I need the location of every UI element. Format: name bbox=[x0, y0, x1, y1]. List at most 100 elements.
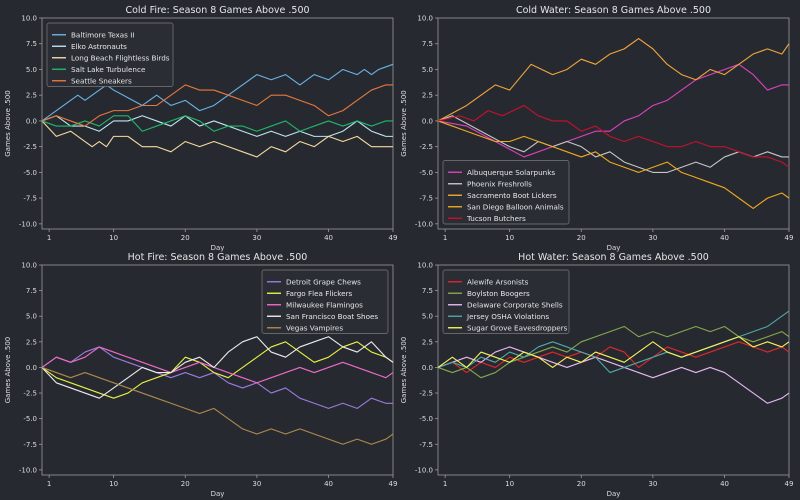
series-line-2 bbox=[41, 115, 393, 137]
legend-label-4: Jersey OSHA Violations bbox=[466, 312, 549, 321]
y-tick-label: 10.0 bbox=[417, 262, 433, 270]
y-tick-label: -7.5 bbox=[419, 195, 433, 203]
chart-panel-4: Hot Water: Season 8 Games Above .500 -10.… bbox=[400, 252, 793, 498]
y-tick-label: -5.0 bbox=[419, 415, 433, 423]
y-tick-label: 2.5 bbox=[422, 92, 433, 100]
chart-title: Cold Fire: Season 8 Games Above .500 bbox=[125, 5, 309, 16]
legend-label-1: Albuquerque Solarpunks bbox=[467, 168, 555, 177]
series-line-5 bbox=[437, 336, 790, 368]
x-tick-label: 40 bbox=[324, 480, 333, 488]
legend: Baltimore Texas II Elko Astronauts Long Be… bbox=[46, 22, 174, 87]
y-tick-label: -2.5 bbox=[23, 143, 37, 151]
series-line-5 bbox=[437, 104, 790, 168]
series-line-4 bbox=[437, 120, 790, 209]
legend-label-2: Boylston Boogers bbox=[467, 289, 530, 298]
legend-label-2: Elko Astronauts bbox=[71, 42, 127, 51]
legend-label-3: Milwaukee Flamingos bbox=[286, 300, 363, 309]
legend-box bbox=[442, 160, 570, 225]
legend: Detroit Grape Chews Fargo Flea Flickers Mi… bbox=[261, 269, 389, 334]
y-tick-label: -2.5 bbox=[419, 390, 433, 398]
legend-box bbox=[46, 22, 174, 87]
x-axis-label: Day bbox=[607, 244, 621, 252]
series-line-2 bbox=[41, 341, 394, 399]
x-tick-label: 1 bbox=[47, 480, 51, 488]
x-tick-label: 30 bbox=[648, 234, 657, 242]
x-tick-label: 49 bbox=[389, 234, 398, 242]
y-axis-label: Games Above .500 bbox=[4, 337, 12, 404]
chart-panel-1: Cold Fire: Season 8 Games Above .500 -10.… bbox=[4, 5, 397, 252]
y-tick-label: -2.5 bbox=[419, 143, 433, 151]
x-tick-label: 40 bbox=[720, 480, 729, 488]
legend-label-3: Delaware Corporate Shells bbox=[467, 300, 563, 309]
legend-label-5: Vegas Vampires bbox=[286, 323, 343, 332]
chart-panel-3: Hot Fire: Season 8 Games Above .500 -10.0… bbox=[4, 252, 397, 498]
y-tick-label: 0.0 bbox=[422, 364, 433, 372]
x-tick-label: 20 bbox=[181, 234, 190, 242]
plot-frame bbox=[41, 17, 394, 230]
x-tick-label: 49 bbox=[785, 480, 794, 488]
y-tick-label: -5.0 bbox=[23, 415, 37, 423]
y-tick-label: 5.0 bbox=[26, 313, 37, 321]
y-tick-label: 7.5 bbox=[422, 287, 433, 295]
y-tick-label: 10.0 bbox=[21, 262, 37, 270]
x-tick-label: 10 bbox=[109, 234, 118, 242]
y-axis-label: Games Above .500 bbox=[400, 337, 408, 404]
plot-frame bbox=[41, 264, 394, 476]
legend-label-2: Phoenix Freshrolls bbox=[467, 179, 532, 188]
x-axis-label: Day bbox=[211, 244, 225, 252]
series-line-1 bbox=[437, 341, 790, 374]
x-tick-label: 49 bbox=[389, 480, 398, 488]
x-tick-label: 1 bbox=[443, 480, 447, 488]
x-tick-label: 1 bbox=[443, 234, 447, 242]
series-line-3 bbox=[437, 346, 790, 404]
legend-label-2: Fargo Flea Flickers bbox=[286, 289, 353, 298]
legend-box bbox=[261, 269, 389, 334]
y-tick-label: 10.0 bbox=[417, 15, 433, 23]
x-tick-label: 20 bbox=[577, 480, 586, 488]
x-tick-label: 20 bbox=[181, 480, 190, 488]
series-line-5 bbox=[41, 366, 394, 445]
legend-label-1: Alewife Arsonists bbox=[467, 277, 529, 286]
legend-label-4: Salt Lake Turbulence bbox=[71, 65, 146, 74]
plot-frame bbox=[437, 264, 790, 476]
series-line-1 bbox=[41, 346, 393, 409]
series-line-3 bbox=[437, 38, 790, 122]
series-line-4 bbox=[41, 115, 393, 132]
legend-label-5: Seattle Sneakers bbox=[71, 76, 132, 85]
series-line-3 bbox=[41, 120, 393, 158]
y-tick-label: -7.5 bbox=[419, 441, 433, 449]
y-tick-label: 0.0 bbox=[26, 117, 37, 125]
legend-label-5: Sugar Grove Eavesdroppers bbox=[467, 323, 568, 332]
y-tick-label: -7.5 bbox=[23, 441, 37, 449]
y-tick-label: -10.0 bbox=[415, 220, 433, 228]
y-tick-label: -5.0 bbox=[419, 169, 433, 177]
x-tick-label: 10 bbox=[109, 480, 118, 488]
y-tick-label: 5.0 bbox=[26, 66, 37, 74]
y-tick-label: 0.0 bbox=[26, 364, 37, 372]
legend-label-4: San Diego Balloon Animals bbox=[467, 202, 564, 211]
y-tick-label: -2.5 bbox=[23, 390, 37, 398]
legend-label-1: Baltimore Texas II bbox=[71, 30, 134, 39]
y-axis-label: Games Above .500 bbox=[400, 90, 408, 157]
y-tick-label: 7.5 bbox=[422, 40, 433, 48]
x-tick-label: 49 bbox=[785, 234, 794, 242]
x-tick-label: 30 bbox=[252, 480, 261, 488]
y-tick-label: -10.0 bbox=[19, 466, 37, 474]
y-tick-label: -7.5 bbox=[23, 195, 37, 203]
legend-box bbox=[442, 269, 570, 334]
x-tick-label: 30 bbox=[648, 480, 657, 488]
chart-title: Hot Fire: Season 8 Games Above .500 bbox=[128, 252, 308, 263]
y-tick-label: 0.0 bbox=[422, 117, 433, 125]
x-tick-label: 30 bbox=[252, 234, 261, 242]
legend: Alewife Arsonists Boylston Boogers Delawar… bbox=[442, 269, 570, 334]
y-tick-label: 5.0 bbox=[422, 66, 433, 74]
y-tick-label: 7.5 bbox=[26, 287, 37, 295]
y-tick-label: 5.0 bbox=[422, 313, 433, 321]
y-tick-label: 7.5 bbox=[26, 40, 37, 48]
y-tick-label: -5.0 bbox=[23, 169, 37, 177]
y-tick-label: 2.5 bbox=[26, 92, 37, 100]
y-tick-label: -10.0 bbox=[19, 220, 37, 228]
x-tick-label: 10 bbox=[505, 234, 514, 242]
plot-frame bbox=[437, 17, 790, 230]
